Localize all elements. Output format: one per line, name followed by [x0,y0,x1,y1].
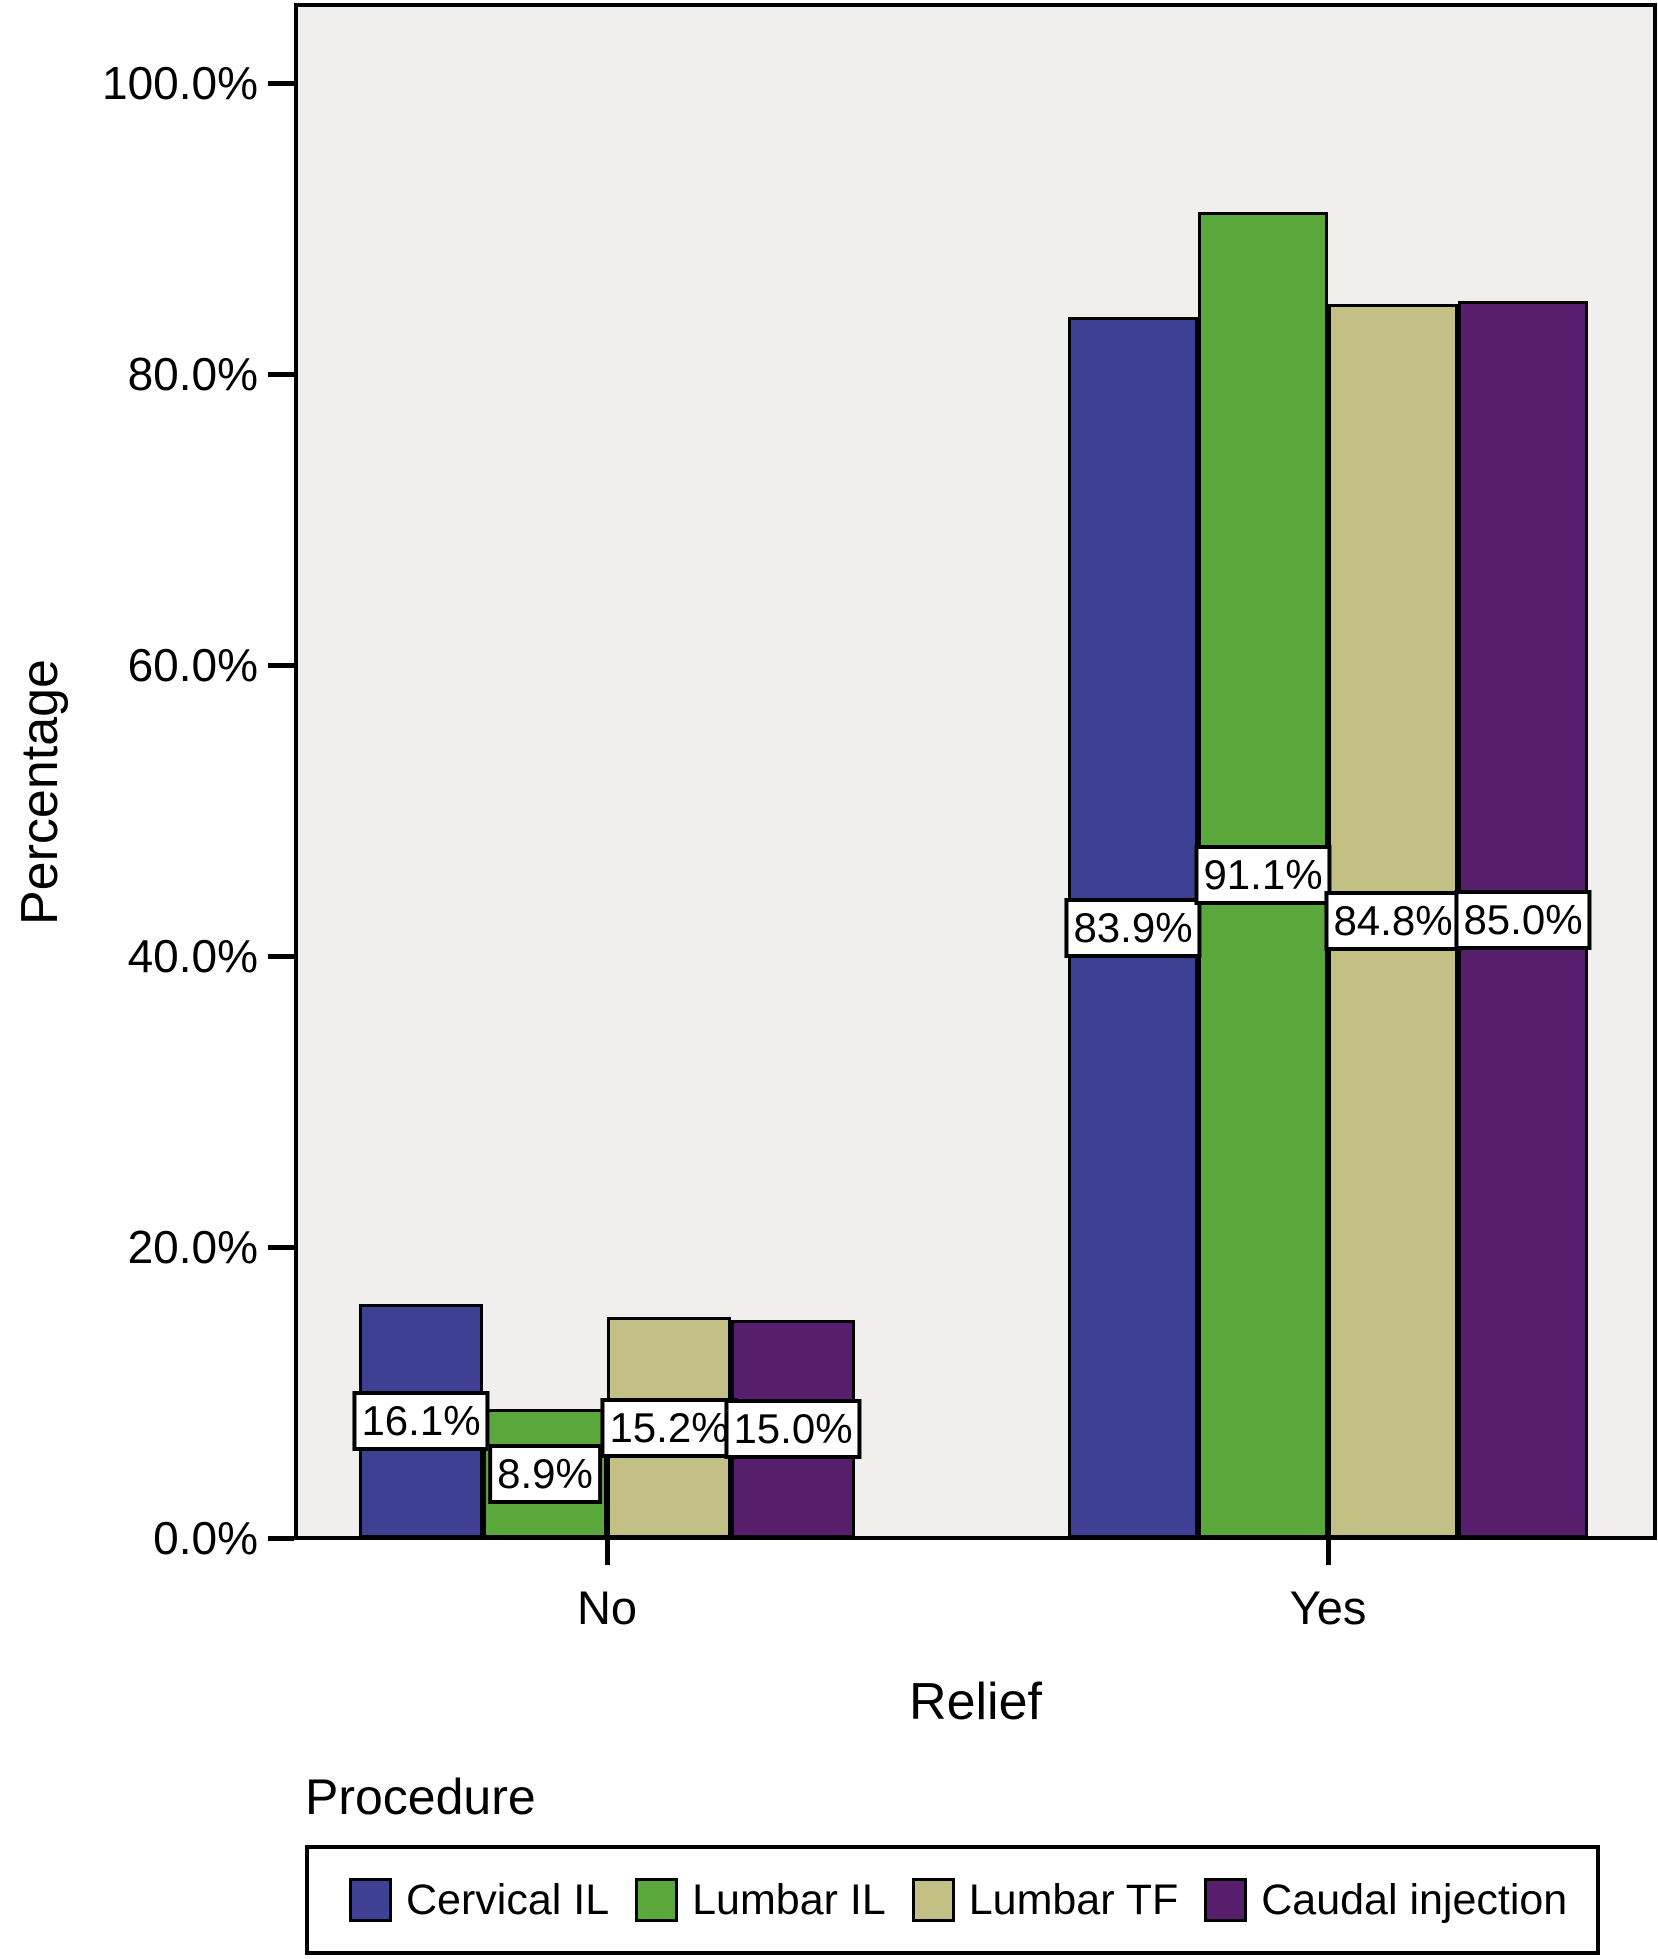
y-tick-40 [268,954,294,959]
legend-box: Cervical IL Lumbar IL Lumbar TF Caudal inje… [305,1845,1600,1955]
x-tick-no [605,1540,610,1565]
legend-swatch-lumbar-il [635,1878,679,1922]
y-tick-label-60: 60.0% [127,639,258,691]
x-tick-label-no: No [576,1581,638,1634]
y-tick-label-0: 0.0% [153,1512,258,1564]
y-tick-label-80: 80.0% [127,348,258,400]
value-label-cervical-il-yes: 83.9% [1064,898,1202,958]
value-label-lumbar-tf-yes: 84.8% [1324,891,1462,951]
x-tick-yes [1326,1540,1331,1565]
legend-label-lumbar-il: Lumbar IL [692,1876,886,1924]
y-tick-100 [268,81,294,86]
y-tick-label-40: 40.0% [127,930,258,982]
legend-swatch-caudal-injection [1204,1878,1248,1922]
legend-item-lumbar-il: Lumbar IL [635,1875,886,1925]
value-label-lumbar-il-yes: 91.1% [1194,845,1332,905]
y-tick-80 [268,372,294,377]
y-axis-title: Percentage [11,659,69,925]
x-tick-label-yes: Yes [1289,1581,1367,1634]
legend-label-cervical-il: Cervical IL [406,1876,610,1924]
legend-item-caudal-injection: Caudal injection [1204,1875,1567,1925]
y-tick-0 [268,1536,294,1541]
y-tick-60 [268,663,294,668]
y-tick-20 [268,1245,294,1250]
value-label-caudal-injection-no: 15.0% [724,1399,862,1459]
legend-swatch-cervical-il [349,1878,392,1922]
legend-label-lumbar-tf: Lumbar TF [968,1876,1179,1924]
value-label-lumbar-tf-no: 15.2% [600,1398,738,1458]
legend-label-caudal-injection: Caudal injection [1261,1876,1568,1924]
legend-swatch-lumbar-tf [911,1878,955,1922]
x-axis-title: Relief [909,1673,1042,1731]
legend-item-cervical-il: Cervical IL [349,1875,609,1925]
value-label-cervical-il-no: 16.1% [352,1391,490,1451]
legend-title: Procedure [305,1769,536,1825]
value-label-lumbar-il-no: 8.9% [488,1444,602,1504]
legend-item-lumbar-tf: Lumbar TF [911,1875,1179,1925]
value-label-caudal-injection-yes: 85.0% [1454,890,1592,950]
y-tick-label-20: 20.0% [127,1221,258,1273]
y-tick-label-100: 100.0% [101,57,258,109]
